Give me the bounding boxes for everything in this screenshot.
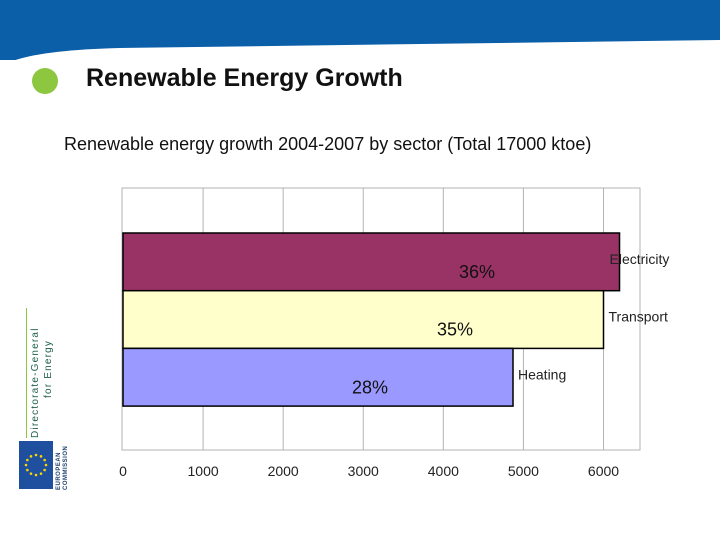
slide-subtitle: Renewable energy growth 2004-2007 by sec… <box>64 134 592 154</box>
title-bullet-icon <box>32 68 58 94</box>
category-label-transport: Transport <box>609 309 669 325</box>
percent-label-heating: 28% <box>352 377 388 397</box>
category-label-heating: Heating <box>518 366 566 382</box>
x-tick-label: 3000 <box>348 463 379 479</box>
bar-transport <box>122 289 605 350</box>
eu-star <box>43 468 46 472</box>
eu-star <box>29 472 33 475</box>
eu-star <box>43 458 46 462</box>
eu-star <box>34 453 38 457</box>
eu-star <box>24 463 28 467</box>
slide-title: Renewable Energy Growth <box>86 64 403 92</box>
eu-flag-icon <box>19 441 53 489</box>
x-tick-label: 5000 <box>508 463 539 479</box>
x-tick-label: 2000 <box>268 463 299 479</box>
eu-star <box>44 463 48 467</box>
eu-star <box>26 458 29 462</box>
x-tick-label: 6000 <box>588 463 619 479</box>
x-tick-label: 4000 <box>428 463 459 479</box>
header-banner <box>0 0 720 60</box>
eu-star <box>29 455 33 458</box>
percent-label-transport: 35% <box>437 320 473 340</box>
x-tick-label: 0 <box>119 463 127 479</box>
eu-star <box>39 472 43 475</box>
eu-star <box>39 455 43 458</box>
eu-star <box>26 468 29 472</box>
bar-heating <box>122 347 514 407</box>
banner-shape <box>0 0 720 60</box>
eu-star <box>34 473 38 477</box>
bar-electricity <box>122 232 621 292</box>
x-tick-label: 1000 <box>188 463 219 479</box>
percent-label-electricity: 36% <box>459 262 495 282</box>
category-label-electricity: Electricity <box>610 251 670 267</box>
